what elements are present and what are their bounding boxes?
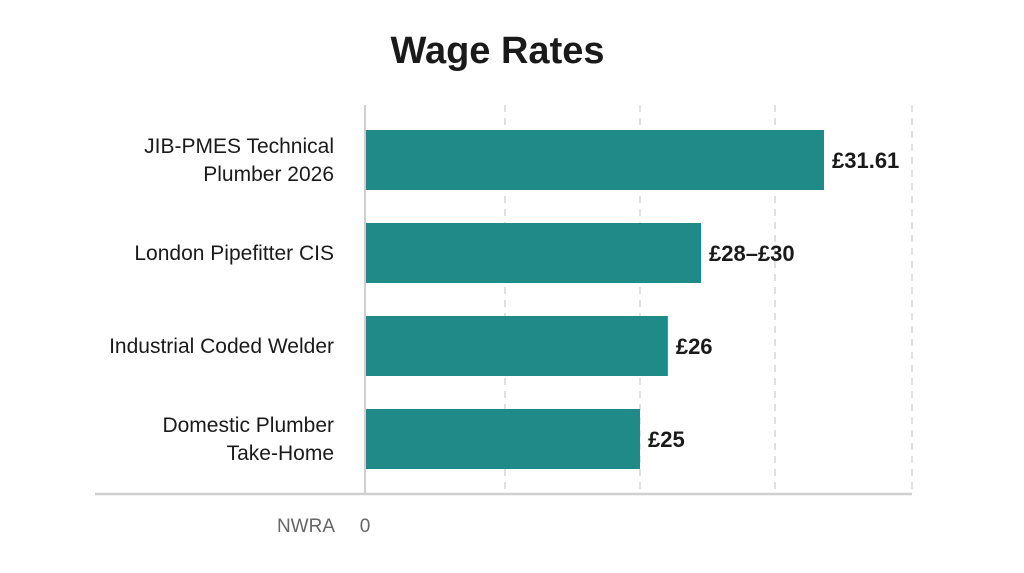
data-label: £28–£30 (709, 241, 795, 266)
category-label: Domestic Plumber (162, 414, 334, 437)
category-label: Industrial Coded Welder (109, 335, 334, 358)
x-tick-label: 0 (360, 516, 371, 537)
category-label: JIB-PMES Technical (144, 135, 334, 158)
bar (365, 223, 701, 283)
bar (365, 316, 668, 376)
category-label: London Pipefitter CIS (134, 242, 334, 265)
data-label: £31.61 (832, 148, 899, 173)
data-label: £26 (676, 334, 713, 359)
chart-title: Wage Rates (390, 30, 605, 72)
x-axis-note: NWRA (277, 516, 335, 537)
category-label: Plumber 2026 (203, 163, 334, 186)
data-label: £25 (648, 427, 685, 452)
bar (365, 409, 640, 469)
category-label: Take-Home (227, 442, 334, 465)
bar (365, 130, 824, 190)
